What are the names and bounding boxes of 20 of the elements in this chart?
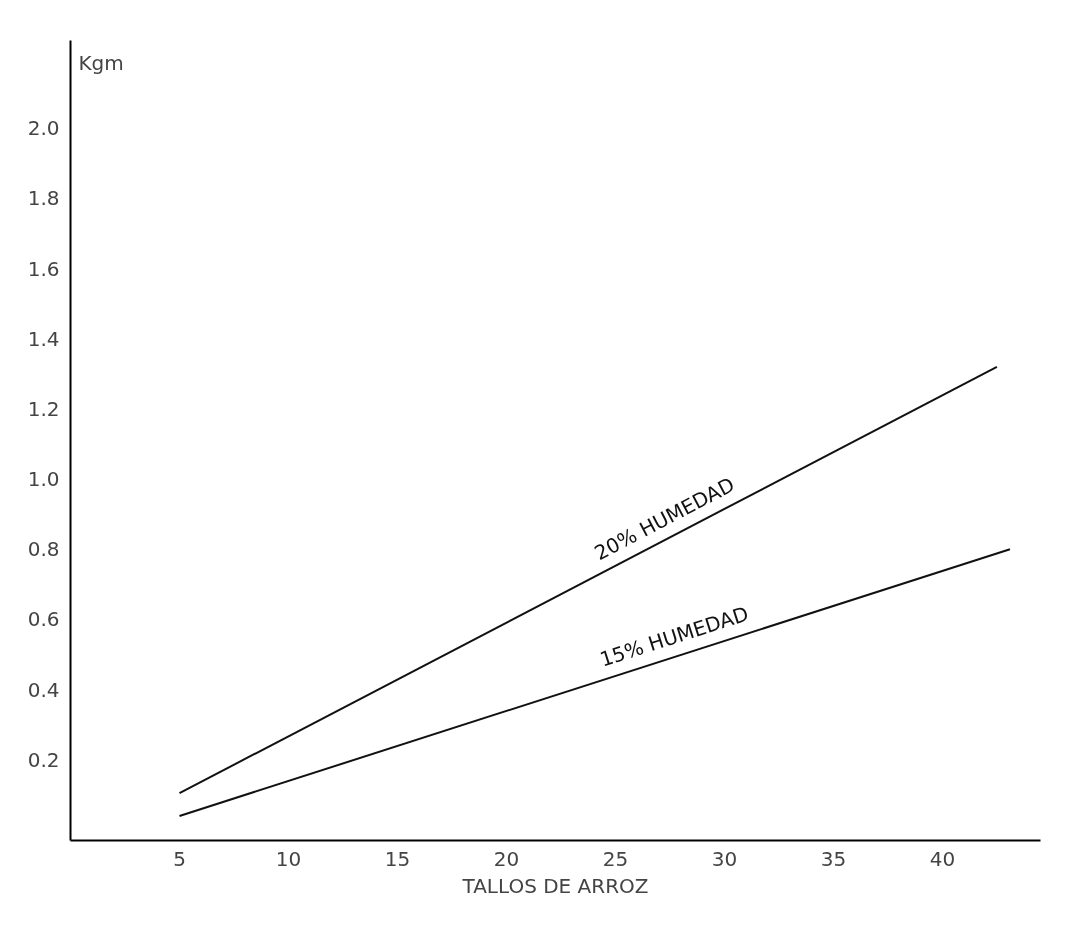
x-tick-label: 25 [602, 846, 629, 871]
y-tick-label: 0.6 [27, 607, 60, 632]
y-tick-label: 1.4 [27, 326, 60, 351]
y-tick-label: 0.8 [27, 537, 60, 562]
x-tick-label: 15 [384, 846, 411, 871]
x-tick-label: 40 [929, 846, 956, 871]
y-tick-label: 2.0 [27, 116, 60, 141]
x-tick-label: 20 [493, 846, 520, 871]
y-tick-label: 1.8 [27, 186, 60, 211]
x-tick-label: 30 [711, 846, 738, 871]
y-tick-label: 1.2 [27, 396, 60, 421]
y-axis-title: Kgm [78, 50, 124, 75]
x-tick-label: 5 [173, 846, 186, 871]
y-tick-label: 0.4 [27, 677, 60, 702]
y-tick-label: 0.2 [27, 747, 60, 772]
x-tick-label: 10 [275, 846, 302, 871]
y-tick-label: 1.0 [27, 467, 60, 492]
x-axis-title: TALLOS DE ARROZ [461, 873, 649, 898]
y-tick-label: 1.6 [27, 256, 60, 281]
x-tick-label: 35 [820, 846, 847, 871]
